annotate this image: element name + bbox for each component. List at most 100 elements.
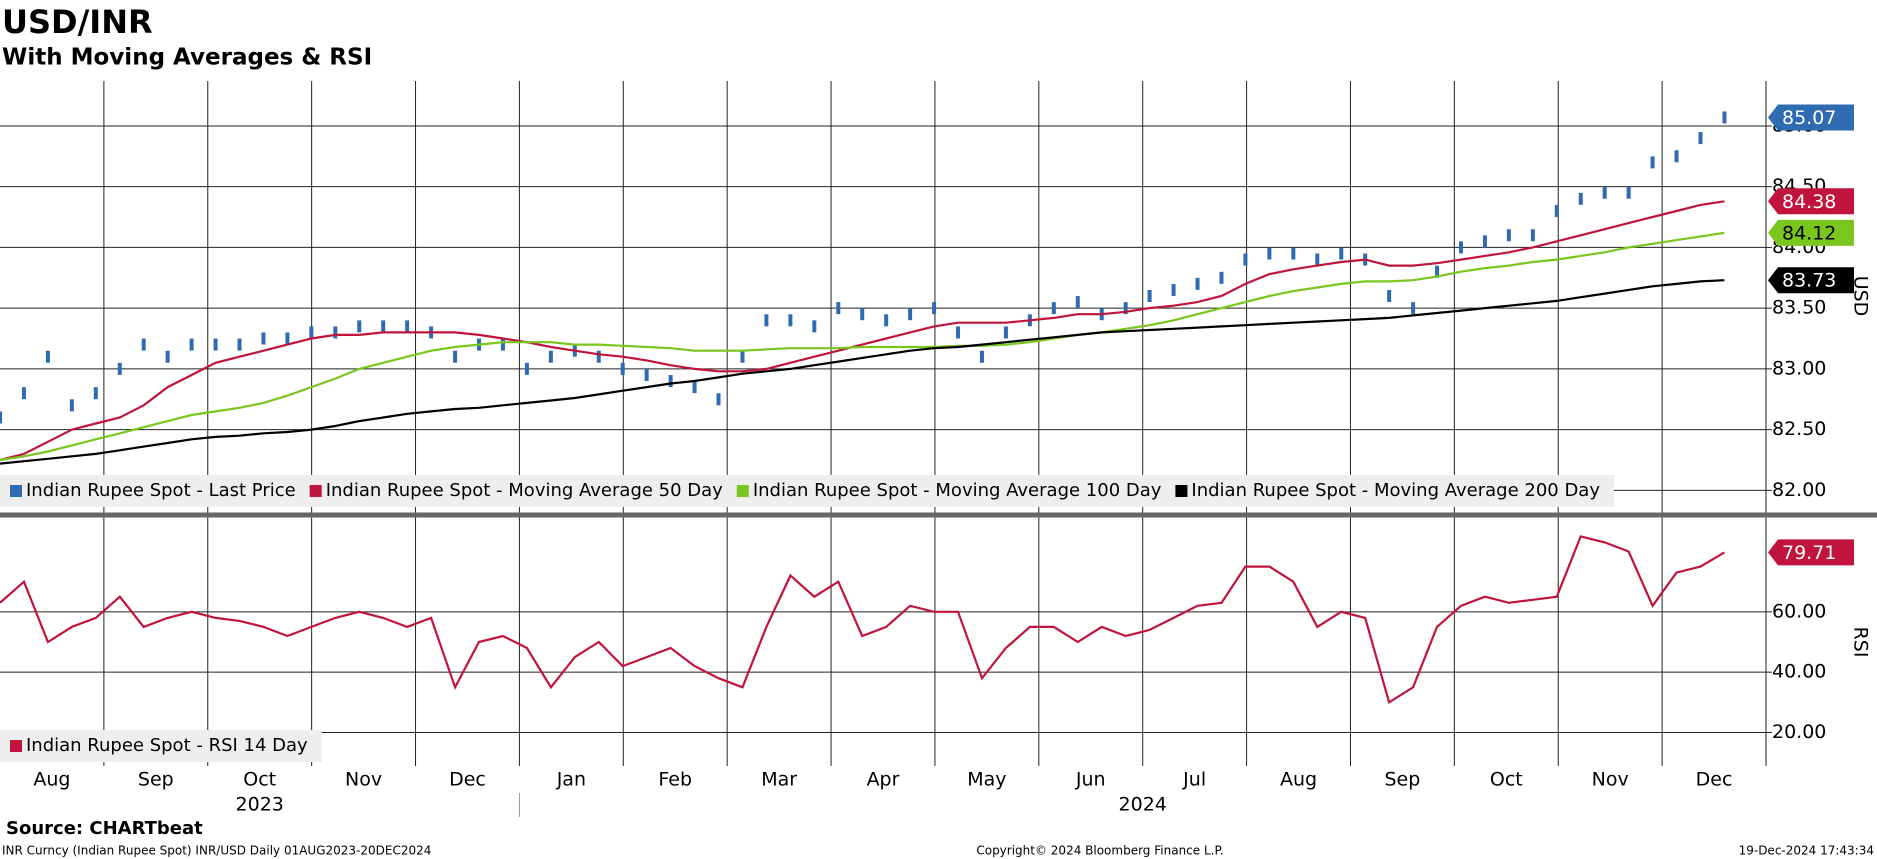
price-bar bbox=[1219, 271, 1224, 284]
price-bar bbox=[692, 381, 697, 394]
x-tick-label: Jan bbox=[556, 769, 586, 791]
y-tick-label: 83.50 bbox=[1772, 297, 1826, 319]
footer-ticker: INR Curncy (Indian Rupee Spot) INR/USD D… bbox=[2, 844, 431, 858]
price-bar bbox=[1387, 290, 1392, 302]
price-bar bbox=[1626, 186, 1631, 199]
value-label: 79.71 bbox=[1782, 542, 1836, 564]
price-bar bbox=[357, 320, 362, 333]
price-bar bbox=[141, 338, 146, 351]
footer-copyright: Copyright© 2024 Bloomberg Finance L.P. bbox=[976, 844, 1223, 858]
price-bar bbox=[668, 375, 673, 388]
price-bar bbox=[1315, 253, 1320, 266]
price-bar bbox=[1482, 235, 1487, 248]
x-tick-label: Aug bbox=[1280, 769, 1317, 791]
x-tick-label: Sep bbox=[138, 769, 174, 791]
y-tick-label: 40.00 bbox=[1772, 661, 1826, 683]
price-bar bbox=[1147, 290, 1152, 302]
legend-bg bbox=[0, 475, 1614, 507]
legend: Indian Rupee Spot - Last Price Indian Rup… bbox=[0, 475, 1614, 507]
price-bar bbox=[1698, 132, 1703, 145]
value-label: 83.73 bbox=[1782, 270, 1836, 292]
legend-swatch bbox=[10, 485, 22, 497]
value-box bbox=[1768, 267, 1854, 294]
legend-swatch bbox=[1175, 485, 1188, 497]
price-bar bbox=[381, 320, 386, 333]
price-bar bbox=[1075, 296, 1080, 309]
series-line bbox=[0, 535, 1725, 705]
price-bar bbox=[1291, 247, 1296, 260]
price-bar bbox=[788, 314, 793, 327]
legend-swatch bbox=[309, 485, 322, 497]
x-tick-label: Aug bbox=[33, 769, 70, 791]
price-bar bbox=[884, 314, 889, 327]
price-bar bbox=[548, 350, 553, 363]
price-bar bbox=[956, 326, 961, 339]
price-bar bbox=[333, 326, 338, 339]
price-bar bbox=[716, 393, 721, 406]
series-line bbox=[0, 231, 1725, 462]
price-bar bbox=[932, 302, 937, 315]
price-bar bbox=[1578, 192, 1583, 205]
x-tick-label: Apr bbox=[867, 769, 900, 791]
price-bar bbox=[237, 338, 242, 351]
source: Source: CHARTbeat bbox=[6, 818, 203, 839]
price-bar bbox=[1195, 277, 1200, 290]
price-bar bbox=[1722, 111, 1727, 124]
x-tick-label: Jun bbox=[1075, 769, 1106, 791]
price-bar bbox=[1171, 283, 1176, 296]
price-bar bbox=[644, 368, 649, 381]
price-bar bbox=[45, 350, 50, 363]
value-box bbox=[1768, 188, 1854, 215]
price-bar bbox=[213, 338, 218, 351]
price-bar bbox=[261, 332, 266, 345]
x-tick-label: Nov bbox=[1592, 769, 1629, 791]
price-bar bbox=[117, 362, 122, 375]
price-bar bbox=[0, 411, 2, 424]
value-box bbox=[1768, 219, 1854, 246]
y-tick-label: 83.00 bbox=[1772, 357, 1826, 379]
value-label: 85.07 bbox=[1782, 107, 1836, 129]
x-tick-label: Sep bbox=[1385, 769, 1421, 791]
price-bar bbox=[453, 350, 458, 363]
price-bar bbox=[69, 399, 74, 412]
legend-label: Indian Rupee Spot - Moving Average 200 D… bbox=[1191, 480, 1600, 501]
chart-subtitle: With Moving Averages & RSI bbox=[2, 45, 372, 71]
x-tick-label: Oct bbox=[1490, 769, 1523, 791]
price-bar bbox=[165, 350, 170, 363]
y-tick-label: 20.00 bbox=[1772, 721, 1826, 743]
x-tick-label: Feb bbox=[658, 769, 692, 791]
price-bar bbox=[1243, 253, 1248, 266]
x-tick-label: Mar bbox=[761, 769, 797, 791]
value-label: 84.38 bbox=[1782, 191, 1836, 213]
value-box bbox=[1768, 104, 1854, 131]
x-tick-label: Jul bbox=[1182, 769, 1206, 791]
value-box bbox=[1768, 539, 1854, 566]
price-bar bbox=[285, 332, 290, 345]
price-bar bbox=[740, 350, 745, 363]
x-year-label: 2024 bbox=[1119, 794, 1167, 816]
legend-label: Indian Rupee Spot - RSI 14 Day bbox=[26, 735, 308, 756]
price-bar bbox=[860, 308, 865, 321]
series-line bbox=[0, 200, 1725, 462]
legend-label: Indian Rupee Spot - Moving Average 50 Da… bbox=[326, 480, 723, 501]
price-bar bbox=[1554, 204, 1559, 217]
footer-timestamp: 19-Dec-2024 17:43:34 bbox=[1739, 844, 1874, 858]
price-bar bbox=[596, 350, 601, 363]
price-bar bbox=[189, 338, 194, 351]
price-bar bbox=[309, 326, 314, 339]
price-bar bbox=[1530, 229, 1535, 242]
price-bar bbox=[620, 362, 625, 375]
y-axis-label: RSI bbox=[1850, 627, 1872, 658]
legend-bg bbox=[0, 730, 322, 762]
x-year-label: 2023 bbox=[236, 794, 284, 816]
x-tick-label: Oct bbox=[243, 769, 276, 791]
price-bar bbox=[1267, 247, 1272, 260]
price-bar bbox=[93, 387, 98, 400]
price-bar bbox=[979, 350, 984, 363]
legend-label: Indian Rupee Spot - Moving Average 100 D… bbox=[753, 480, 1162, 501]
price-bar bbox=[764, 314, 769, 327]
y-axis-label: USD bbox=[1850, 276, 1872, 317]
x-tick-label: Nov bbox=[345, 769, 382, 791]
price-bar bbox=[1339, 247, 1344, 260]
